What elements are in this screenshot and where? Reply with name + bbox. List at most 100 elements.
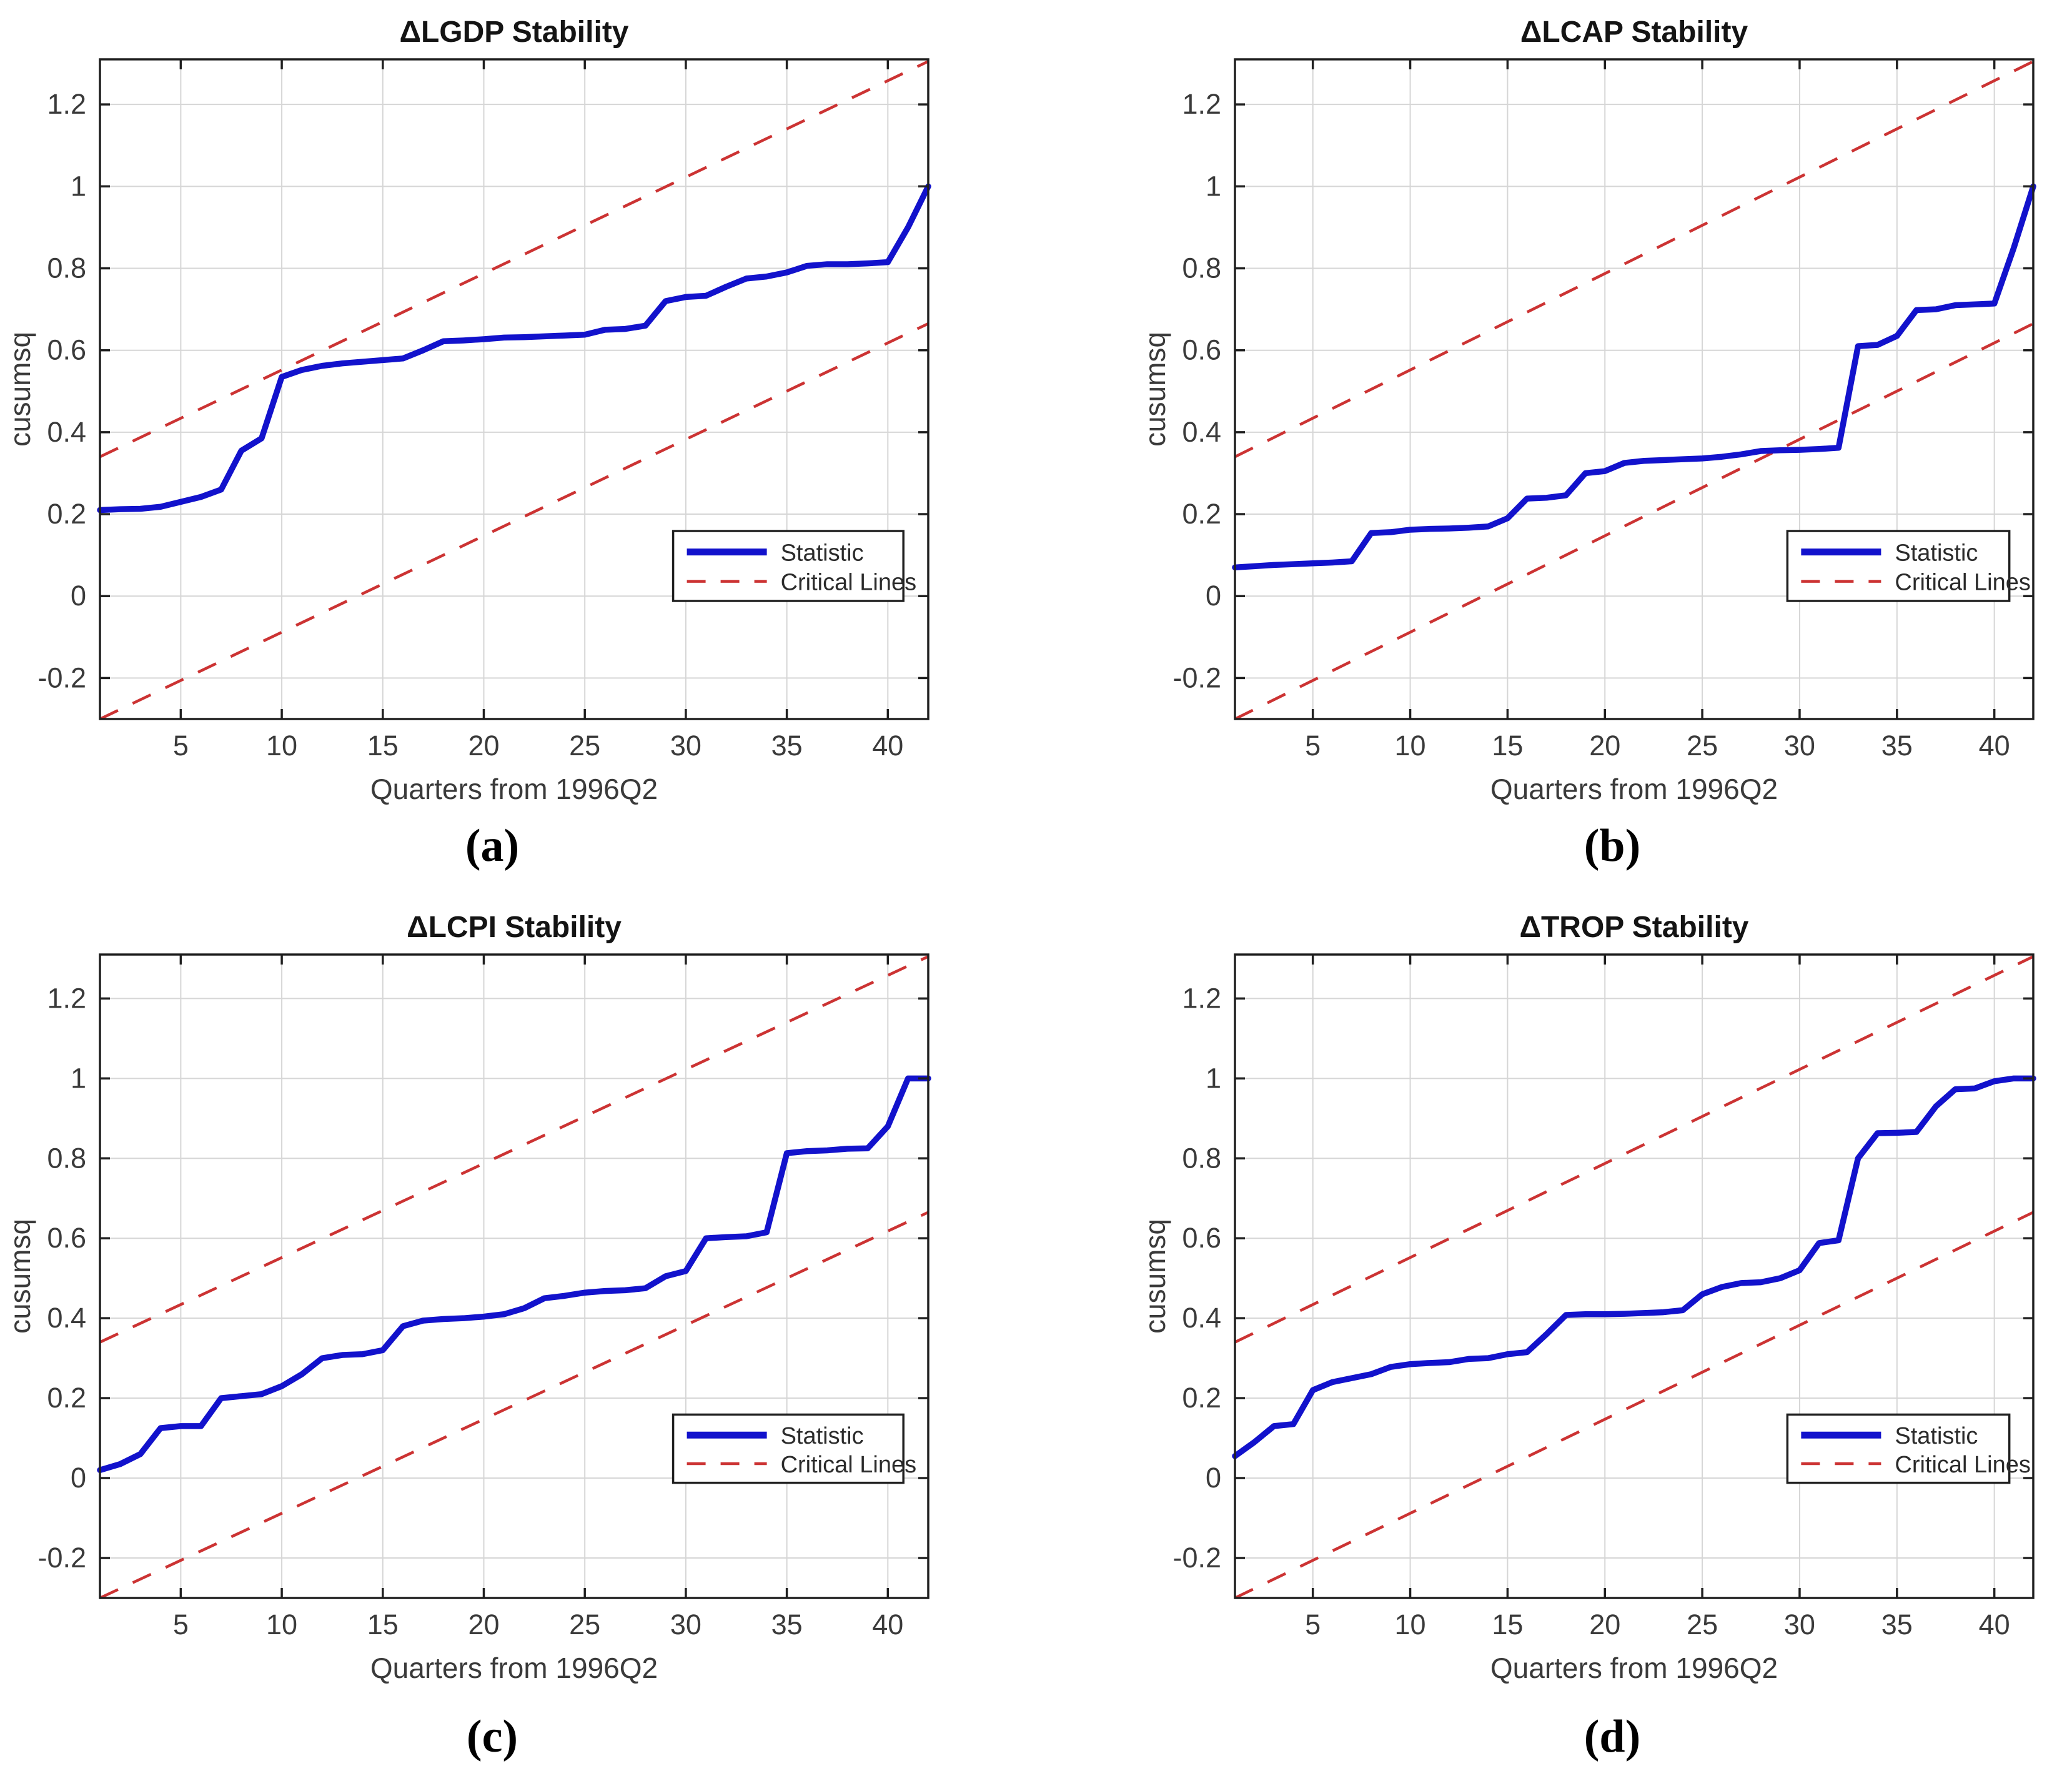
statistic-line — [97, 183, 931, 513]
panel-caption-c: (c) — [466, 1711, 518, 1762]
y-tick-label: 0 — [1206, 1462, 1221, 1494]
x-axis-label: Quarters from 1996Q2 — [370, 1652, 658, 1684]
legend-label: Critical Lines — [1895, 1452, 2031, 1478]
legend-label: Critical Lines — [781, 570, 917, 596]
x-tick-labels: 5 10 15 20 25 30 35 40 — [1305, 730, 2010, 762]
x-tick-label: 25 — [1687, 730, 1718, 762]
x-tick-label: 20 — [468, 730, 499, 762]
x-tick-label: 35 — [1881, 730, 1913, 762]
legend: Statistic Critical Lines — [672, 530, 917, 602]
legend-label: Critical Lines — [781, 1452, 917, 1478]
x-tick-label: 5 — [1305, 1609, 1321, 1640]
x-tick-label: 5 — [173, 1609, 189, 1640]
critical-line-upper — [1234, 60, 2034, 459]
plot-area — [1235, 59, 2033, 719]
y-tick-label: -0.2 — [1172, 662, 1221, 693]
chart-lcpi-stability: 5 10 15 20 25 30 35 40 -0.2 0 0.2 0.4 0.6 0.8 1 1.2 ΔLCP… — [4, 911, 931, 1684]
x-tick-label: 35 — [1881, 1609, 1913, 1640]
y-axis-label: cusumsq — [4, 332, 36, 447]
y-tick-label: 1.2 — [1182, 982, 1221, 1014]
y-tick-label: 0.8 — [47, 252, 86, 284]
critical-line-lower — [1234, 1211, 2034, 1600]
chart-title: ΔLGDP Stability — [399, 16, 628, 49]
legend-box — [672, 530, 905, 602]
y-tick-label: 1.2 — [1182, 88, 1221, 120]
y-tick-label: -0.2 — [37, 1542, 86, 1574]
x-tick-label: 35 — [771, 730, 803, 762]
y-tick-label: 0.8 — [47, 1142, 86, 1174]
x-tick-labels: 5 10 15 20 25 30 35 40 — [1305, 1609, 2010, 1640]
x-tick-label: 40 — [1979, 1609, 2010, 1640]
x-axis-label: Quarters from 1996Q2 — [1490, 1652, 1778, 1684]
legend: Statistic Critical Lines — [1786, 1413, 2031, 1484]
legend: Statistic Critical Lines — [1786, 530, 2031, 602]
x-tick-label: 20 — [1589, 1609, 1620, 1640]
axes-box — [99, 58, 929, 720]
y-tick-label: 1 — [71, 1062, 86, 1094]
y-tick-label: 0.8 — [1182, 1142, 1221, 1174]
x-tick-label: 20 — [1589, 730, 1620, 762]
y-tick-label: -0.2 — [1172, 1542, 1221, 1574]
legend-label: Statistic — [781, 540, 864, 567]
grid-lines — [1235, 955, 2033, 1598]
x-tick-label: 25 — [569, 1609, 600, 1640]
y-tick-label: 0.6 — [47, 334, 86, 366]
critical-lines — [99, 60, 929, 721]
y-tick-label: 0.2 — [47, 498, 86, 530]
x-tick-label: 10 — [1395, 730, 1426, 762]
panel-c: 5 10 15 20 25 30 35 40 -0.2 0 0.2 0.4 0.6 0.8 1 1.2 ΔLCP… — [0, 891, 1036, 1781]
x-tick-label: 30 — [670, 1609, 701, 1640]
y-tick-label: 0.2 — [47, 1382, 86, 1414]
panel-d: 5 10 15 20 25 30 35 40 -0.2 0 0.2 0.4 0.6 0.8 1 1.2 ΔTRO… — [1036, 891, 2072, 1781]
tick-marks — [100, 59, 928, 719]
axes-box — [99, 953, 929, 1599]
y-tick-label: 1 — [1206, 1062, 1221, 1094]
legend-label: Critical Lines — [1895, 570, 2031, 596]
legend-label: Statistic — [781, 1423, 864, 1449]
y-tick-label: 0.4 — [47, 1302, 86, 1334]
legend-label: Statistic — [1895, 540, 1978, 567]
x-tick-label: 25 — [1687, 1609, 1718, 1640]
critical-line-lower — [1234, 322, 2034, 721]
critical-line-lower — [99, 322, 929, 721]
y-tick-label: 0.2 — [1182, 498, 1221, 530]
y-tick-label: 0 — [71, 580, 86, 612]
y-tick-labels: -0.2 0 0.2 0.4 0.6 0.8 1 1.2 — [1172, 88, 1221, 693]
critical-lines — [1234, 60, 2034, 721]
y-tick-label: -0.2 — [37, 662, 86, 693]
x-tick-label: 15 — [367, 1609, 399, 1640]
x-tick-label: 15 — [367, 730, 399, 762]
critical-line-upper — [99, 955, 929, 1344]
y-tick-label: 0.6 — [1182, 1222, 1221, 1254]
chart-lcap-stability: 5 10 15 20 25 30 35 40 -0.2 0 0.2 0.4 0.6 0.8 1 1.2 ΔLCA… — [1139, 16, 2036, 805]
y-axis-label: cusumsq — [4, 1219, 36, 1334]
chart-lgdp-stability: 5 10 15 20 25 30 35 40 -0.2 0 0.2 0.4 0.6 0.8 1 1.2 ΔLGD… — [4, 16, 931, 805]
y-axis-label: cusumsq — [1139, 1219, 1171, 1334]
x-tick-label: 20 — [468, 1609, 499, 1640]
y-tick-label: 1.2 — [47, 982, 86, 1014]
y-tick-label: 0.6 — [47, 1222, 86, 1254]
y-tick-label: 0 — [71, 1462, 86, 1494]
grid-lines — [100, 955, 928, 1598]
panel-caption-b: (b) — [1584, 820, 1641, 871]
critical-line-upper — [1234, 955, 2034, 1344]
axes-box — [1234, 953, 2035, 1599]
tick-marks — [1235, 955, 2033, 1598]
x-tick-label: 5 — [1305, 730, 1321, 762]
y-tick-label: 0.8 — [1182, 252, 1221, 284]
panel-a: 5 10 15 20 25 30 35 40 -0.2 0 0.2 0.4 0.6 0.8 1 1.2 ΔLGD… — [0, 0, 1036, 890]
x-tick-label: 40 — [1979, 730, 2010, 762]
plot-area — [1235, 955, 2033, 1598]
x-tick-label: 10 — [266, 1609, 297, 1640]
y-tick-labels: -0.2 0 0.2 0.4 0.6 0.8 1 1.2 — [37, 982, 86, 1574]
tick-marks — [100, 955, 928, 1598]
x-tick-label: 25 — [569, 730, 600, 762]
statistic-line — [97, 1075, 931, 1474]
chart-trop-stability: 5 10 15 20 25 30 35 40 -0.2 0 0.2 0.4 0.6 0.8 1 1.2 ΔTRO… — [1139, 911, 2036, 1684]
statistic-line — [1232, 1075, 2036, 1459]
y-tick-label: 0.6 — [1182, 334, 1221, 366]
y-tick-label: 1.2 — [47, 88, 86, 120]
x-tick-labels: 5 10 15 20 25 30 35 40 — [173, 1609, 903, 1640]
x-tick-label: 35 — [771, 1609, 803, 1640]
